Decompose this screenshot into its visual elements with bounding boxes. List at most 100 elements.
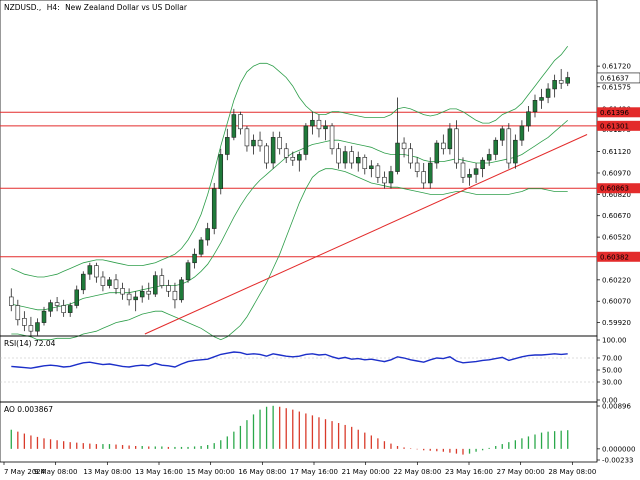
candle-body	[297, 154, 302, 161]
candle-body	[421, 171, 426, 184]
candle-body	[460, 162, 466, 178]
candle-body	[427, 162, 433, 184]
candle-body	[244, 128, 250, 147]
candle-body	[218, 154, 224, 189]
candle-body	[192, 253, 197, 264]
candle-body	[290, 157, 296, 161]
price-tick-label: 0.60970	[602, 169, 631, 177]
candle-body	[198, 239, 204, 255]
price-panel[interactable]: 0.617200.615750.614200.612750.611200.609…	[0, 0, 640, 341]
level-label: 0.60382	[600, 253, 629, 261]
trend-line-group[interactable]	[144, 134, 588, 335]
candle-body	[231, 114, 237, 138]
candle-body	[87, 265, 93, 275]
candle-body	[172, 290, 178, 301]
rsi-line-group	[11, 351, 568, 369]
candle-body	[467, 174, 472, 178]
level-label: 0.61301	[600, 122, 629, 130]
candle-body	[349, 151, 354, 164]
candle-body	[303, 125, 309, 155]
candle-body	[362, 157, 368, 170]
level-tag	[597, 251, 640, 262]
time-tick-label: 13 May 16:00	[135, 468, 183, 476]
price-tick-label: 0.60670	[602, 212, 631, 220]
candle-body	[513, 139, 518, 164]
price-tick-label: 0.61720	[602, 63, 631, 71]
chart-header: NZDUSD., H4: New Zealand Dollar vs US Do…	[4, 3, 188, 12]
candle-body	[159, 275, 165, 286]
candle-body	[519, 125, 525, 141]
candle-body	[408, 148, 413, 164]
candle-body	[493, 139, 498, 155]
candle-body	[126, 293, 132, 301]
candle-body	[283, 148, 289, 158]
candle-body	[558, 80, 564, 84]
candle-body	[113, 279, 119, 289]
candle-body	[166, 285, 171, 292]
price-tick-label: 0.61575	[602, 83, 631, 91]
horizontal-levels[interactable]: 0.61396 0.61301 0.60863 0.60382	[0, 107, 640, 262]
candle-body	[545, 88, 551, 98]
time-tick-label: 28 May 08:00	[548, 468, 596, 476]
ao-title: AO 0.003867	[4, 405, 53, 414]
time-tick-label: 27 May 00:00	[497, 468, 545, 476]
candle-body	[139, 290, 145, 298]
ao-tick-label: 0.00896	[602, 403, 631, 411]
trend-line[interactable]	[144, 134, 588, 335]
candle-body	[179, 279, 184, 301]
symbol-description: New Zealand Dollar vs US Dollar	[65, 3, 188, 12]
candle-body	[22, 318, 27, 326]
candle-body	[153, 275, 158, 295]
rsi-tick-label: 0.00	[602, 397, 618, 405]
candle-body	[257, 139, 263, 147]
candle-body	[100, 276, 106, 286]
symbol-label: NZDUSD.,	[4, 3, 41, 12]
price-tick-label: 0.60520	[602, 234, 631, 242]
rsi-title: RSI(14) 72.04	[4, 339, 56, 348]
candle-body	[526, 111, 531, 127]
candle-body	[565, 77, 570, 84]
candle-body	[552, 80, 557, 90]
candle-body	[48, 302, 53, 312]
candle-body	[447, 128, 453, 150]
price-tick-label: 0.60820	[602, 191, 631, 199]
candle-body	[336, 148, 341, 164]
rsi-tick-label: 30.00	[602, 379, 622, 387]
ao-panel-frame	[0, 401, 598, 463]
candle-body	[486, 154, 492, 161]
time-tick-label: 16 May 08:00	[238, 468, 286, 476]
bollinger-lower-band	[11, 168, 568, 341]
candle-body	[480, 159, 485, 170]
candle-body	[342, 151, 348, 164]
time-tick-label: 17 May 16:00	[290, 468, 338, 476]
candle-body	[539, 97, 544, 101]
time-tick-label: 22 May 08:00	[393, 468, 441, 476]
rsi-tick-label: 70.00	[602, 355, 622, 363]
price-tick-label: 0.60220	[602, 276, 631, 284]
candle-body	[238, 114, 243, 130]
level-tag	[597, 183, 640, 194]
candle-body	[473, 168, 479, 175]
last-price-label: 0.61637	[600, 74, 629, 82]
time-tick-label: 23 May 16:00	[445, 468, 493, 476]
candle-body	[94, 265, 99, 278]
candle-body	[211, 188, 217, 229]
candle-body	[310, 119, 315, 127]
candle-body	[270, 137, 276, 164]
candle-body	[54, 302, 60, 306]
time-tick-label: 7 May 2024	[4, 468, 46, 476]
time-tick-label: 9 May 08:00	[34, 468, 78, 476]
level-label: 0.61396	[600, 109, 629, 117]
candle-body	[441, 142, 446, 150]
candle-body	[434, 142, 440, 164]
candle-body	[35, 322, 40, 332]
candle-body	[506, 128, 512, 164]
bollinger-upper-band	[11, 45, 569, 278]
ao-panel[interactable]: 0.00896 0.000000 -0.00233 AO 0.003867	[0, 401, 635, 465]
candle-body	[133, 296, 138, 301]
rsi-panel[interactable]: 100.00 70.00 50.00 30.00 0.00 RSI(14) 72.04	[0, 335, 627, 405]
last-price-box	[596, 72, 640, 84]
price-tick-label: 0.59920	[602, 319, 631, 327]
